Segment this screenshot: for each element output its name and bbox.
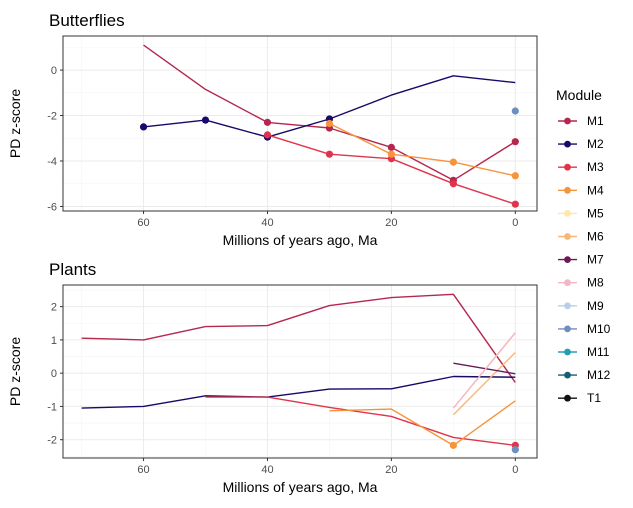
data-point-m2 [201, 116, 210, 124]
y-axis-title: PD z-score [7, 337, 23, 406]
legend-key-point [564, 186, 571, 194]
legend-key-point [564, 348, 571, 356]
legend-label: M1 [587, 114, 604, 128]
legend-label: M2 [587, 137, 604, 151]
x-axis-title: Millions of years ago, Ma [223, 479, 378, 495]
legend-item-m5: M5 [558, 206, 604, 220]
legend-label: M5 [587, 206, 604, 220]
x-tick-label: 40 [261, 464, 273, 476]
data-point-m4 [325, 119, 334, 128]
data-point-m3 [263, 131, 272, 139]
data-point-m4 [449, 158, 457, 166]
chart-title: Butterflies [49, 11, 125, 30]
x-tick-label: 60 [137, 217, 149, 229]
data-point-m1 [511, 138, 519, 146]
legend-item-m11: M11 [558, 345, 610, 359]
y-axis-title: PD z-score [7, 89, 23, 158]
y-tick-label: 0 [51, 368, 57, 380]
panel-border [62, 284, 538, 459]
legend-item-t1: T1 [558, 391, 601, 405]
plot-background [63, 36, 537, 211]
series-line-m8 [452, 332, 516, 409]
legend-item-m10: M10 [558, 322, 611, 336]
legend-key-point [564, 371, 571, 379]
plot-background [63, 285, 537, 458]
x-tick-label: 40 [261, 217, 273, 229]
data-point-m4 [511, 172, 519, 180]
legend-item-m12: M12 [558, 368, 611, 382]
chart-title: Plants [49, 260, 96, 279]
x-tick-label: 60 [137, 464, 149, 476]
legend-item-m9: M9 [558, 299, 604, 313]
legend-label: M7 [587, 253, 604, 267]
legend-label: M4 [587, 183, 604, 197]
legend-label: M10 [587, 322, 611, 336]
series-line-m6 [452, 352, 516, 416]
legend-label: M6 [587, 230, 604, 244]
legend-item-m1: M1 [558, 114, 604, 128]
legend-label: M3 [587, 160, 604, 174]
legend-item-m3: M3 [558, 160, 604, 174]
legend-key-point [564, 140, 571, 148]
legend-key-point [564, 233, 571, 240]
y-tick-label: -4 [47, 156, 57, 168]
data-point-m3 [325, 150, 334, 158]
y-tick-label: 2 [51, 302, 57, 314]
data-point-m4 [387, 150, 395, 158]
legend-label: M8 [587, 276, 604, 290]
legend-label: M9 [587, 299, 604, 313]
legend-key-point [564, 394, 571, 402]
series-line-m4 [329, 122, 516, 177]
legend-item-m7: M7 [558, 253, 604, 267]
legend-label: T1 [587, 391, 601, 405]
data-point-m3 [449, 180, 457, 188]
data-point-m10 [511, 446, 519, 454]
y-tick-label: -6 [47, 201, 57, 213]
data-point-m1 [387, 143, 395, 151]
y-tick-label: 1 [51, 335, 57, 347]
panel-border [62, 35, 538, 212]
legend-key-point [564, 325, 571, 333]
legend-key-point [564, 279, 571, 287]
plants-panel: 60 40 20 0 2 1 0 -1 -2 Plants Millions of years ag… [7, 260, 538, 495]
data-point-m3 [511, 200, 519, 208]
series-line-m1 [81, 293, 516, 383]
series-line-m2 [81, 375, 516, 409]
legend-key-point [564, 117, 571, 125]
data-point-m10 [511, 107, 519, 115]
data-point-m4 [449, 441, 457, 449]
legend-key-point [564, 256, 571, 263]
x-tick-label: 20 [385, 464, 397, 476]
legend-key-point [564, 302, 571, 310]
legend-item-m4: M4 [558, 183, 604, 197]
y-tick-label: 0 [51, 65, 57, 77]
legend-item-m2: M2 [558, 137, 604, 151]
series-line-m4 [329, 400, 516, 447]
data-point-m1 [263, 118, 272, 126]
x-axis-title: Millions of years ago, Ma [223, 232, 378, 248]
module-legend: Module M1 M2 M3 M4 M5 M6 M7 M8 M9 M10 M11 M12 T1 [556, 87, 611, 405]
legend-title: Module [556, 87, 602, 103]
y-tick-label: -1 [47, 401, 57, 413]
y-tick-label: -2 [47, 111, 57, 123]
legend-label: M12 [587, 368, 611, 382]
legend-item-m6: M6 [558, 230, 604, 244]
x-tick-label: 0 [512, 217, 518, 229]
legend-key-point [564, 163, 571, 171]
butterflies-panel: 60 40 20 0 0 -2 -4 -6 Butterflies Millions of yea… [7, 11, 538, 248]
data-point-m2 [139, 123, 148, 131]
legend-label: M11 [587, 345, 610, 359]
x-tick-label: 0 [512, 464, 518, 476]
legend-item-m8: M8 [558, 276, 604, 290]
legend-key-point [564, 210, 571, 217]
y-tick-label: -2 [47, 435, 57, 447]
x-tick-label: 20 [385, 217, 397, 229]
series-line-m7 [453, 362, 516, 375]
